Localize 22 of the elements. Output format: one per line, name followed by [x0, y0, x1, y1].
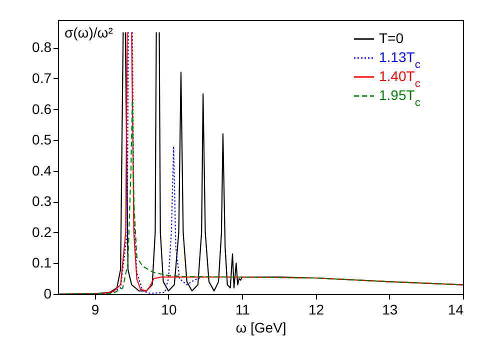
- y-tick-label: 0.4: [32, 162, 52, 178]
- x-tick-label: 13: [382, 302, 398, 318]
- legend-label: T=0: [379, 30, 404, 46]
- x-tick-label: 11: [235, 302, 250, 318]
- y-tick-label: 0.7: [32, 70, 52, 86]
- y-tick-label: 0.3: [32, 193, 52, 210]
- x-tick-label: 14: [448, 302, 464, 318]
- y-tick-label: 0.2: [32, 224, 52, 240]
- legend-label: 1.95T$_{c}$: [379, 87, 421, 109]
- y-tick-label: 0: [44, 286, 52, 302]
- y-tick-label: 0.5: [32, 132, 52, 148]
- legend-label: 1.40T$_{c}$: [379, 68, 421, 90]
- y-tick-label: 0.6: [32, 100, 52, 117]
- line-series: [58, 99, 463, 294]
- x-tick-label: 10: [161, 302, 177, 318]
- y-tick-label: 0.8: [32, 39, 52, 56]
- y-axis-title: σ(ω)/ω²: [64, 24, 114, 40]
- x-tick-label: 9: [91, 302, 100, 318]
- legend-label: 1.13T$_{c}$: [379, 49, 421, 71]
- x-tick-label: 12: [308, 302, 324, 318]
- y-tick-label: 0.1: [32, 254, 52, 271]
- x-axis-title: ω [GeV]: [236, 320, 286, 336]
